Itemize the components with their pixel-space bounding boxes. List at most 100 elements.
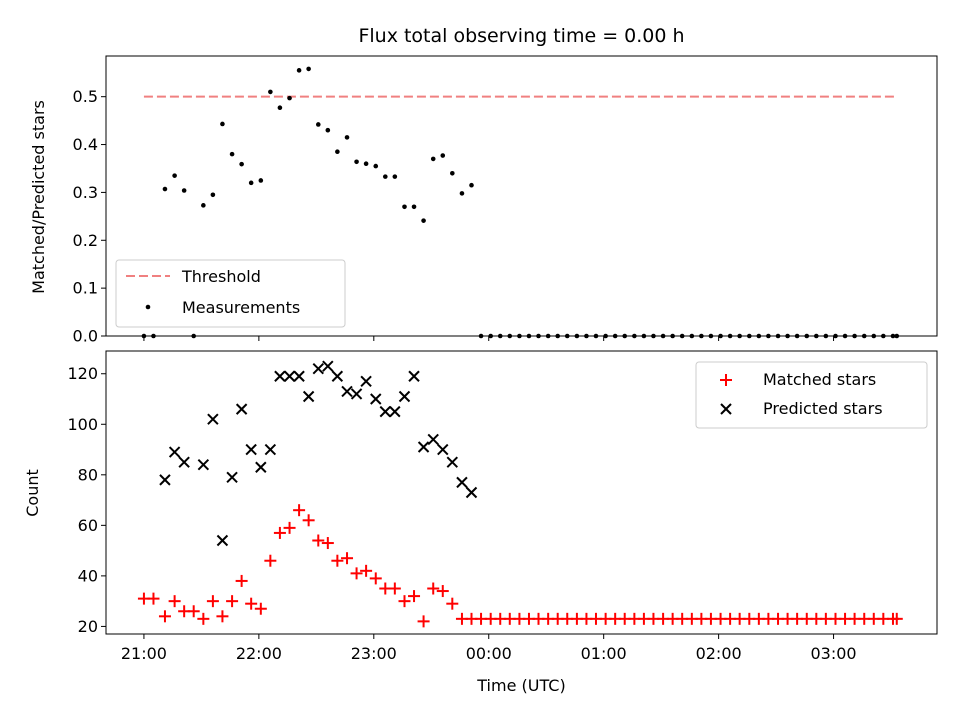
predicted-star-point bbox=[312, 362, 324, 375]
top-chart-title: Flux total observing time = 0.00 h bbox=[358, 25, 684, 47]
predicted-marker-b bbox=[207, 413, 219, 425]
predicted-star-point bbox=[159, 474, 171, 486]
matched-star-point bbox=[408, 590, 421, 603]
matched-star-point bbox=[293, 504, 306, 517]
top-y-tick-label: 0.0 bbox=[73, 327, 98, 346]
measurement-point bbox=[315, 122, 321, 127]
predicted-marker-b bbox=[360, 375, 372, 388]
bottom-x-tick-label: 23:00 bbox=[351, 644, 397, 663]
predicted-star-point bbox=[245, 443, 257, 456]
top-y-tick-label: 0.3 bbox=[73, 183, 98, 202]
matched-star-point bbox=[147, 592, 160, 605]
predicted-star-point bbox=[302, 390, 315, 403]
measurement-point bbox=[392, 174, 398, 179]
bottom-x-tick-label: 01:00 bbox=[581, 644, 627, 663]
predicted-marker-b bbox=[389, 405, 401, 418]
predicted-marker-b bbox=[408, 370, 420, 382]
measurement-point bbox=[459, 191, 465, 196]
bottom-legend-box bbox=[695, 361, 928, 429]
predicted-marker-b bbox=[235, 403, 248, 415]
predicted-star-point bbox=[408, 370, 420, 382]
measurement-point bbox=[287, 95, 292, 101]
measurements-legend-swatch bbox=[145, 304, 151, 310]
measurement-point bbox=[239, 161, 244, 167]
bottom-y-tick-label: 120 bbox=[67, 364, 98, 383]
predicted-marker-b bbox=[417, 441, 430, 453]
top-axes-frame bbox=[105, 55, 938, 337]
predicted-marker-b bbox=[370, 393, 382, 405]
measurement-point bbox=[210, 192, 216, 198]
bottom-x-tick-label: 22:00 bbox=[236, 644, 282, 663]
top-y-tick-label: 0.5 bbox=[73, 87, 98, 106]
measurement-point bbox=[373, 163, 379, 169]
predicted-marker-b bbox=[350, 388, 363, 400]
bottom-y-axis-label: Count bbox=[23, 469, 42, 517]
measurement-point bbox=[181, 188, 187, 193]
matched-star-point bbox=[216, 610, 229, 623]
measurement-point bbox=[201, 203, 206, 208]
matched-star-point bbox=[264, 554, 277, 567]
predicted-star-point bbox=[283, 370, 296, 382]
matched-star-point bbox=[341, 552, 354, 565]
predicted-marker-b bbox=[283, 370, 296, 382]
predicted-star-point bbox=[207, 413, 219, 425]
measurement-point bbox=[220, 121, 225, 127]
top-chart: Flux total observing time = 0.00 h 0.0 0.… bbox=[29, 25, 938, 346]
measurement-point bbox=[344, 135, 350, 140]
measurement-point bbox=[382, 174, 388, 179]
bottom-y-tick-label: 20 bbox=[78, 617, 98, 636]
matched-star-point bbox=[226, 595, 239, 608]
predicted-star-point bbox=[216, 534, 229, 547]
predicted-star-point bbox=[350, 388, 363, 400]
bottom-chart: 20 40 60 80 100 120 21:00 22:00 23:00 00:00 01:00 0… bbox=[23, 350, 938, 695]
predicted-marker-b bbox=[178, 456, 190, 468]
predicted-star-point bbox=[293, 370, 305, 382]
measurement-point bbox=[296, 68, 302, 73]
predicted-marker-b bbox=[465, 486, 478, 499]
predicted-star-point bbox=[331, 370, 344, 382]
matched-star-point bbox=[168, 595, 181, 608]
matched-star-point bbox=[187, 605, 200, 618]
matched-star-point bbox=[398, 595, 411, 608]
predicted-star-point bbox=[264, 443, 277, 456]
measurement-point bbox=[402, 204, 407, 210]
predicted-star-point bbox=[341, 385, 353, 398]
matched-star-point bbox=[254, 602, 267, 615]
bottom-x-tick-label: 02:00 bbox=[696, 644, 742, 663]
measurement-point bbox=[162, 186, 168, 192]
predicted-marker-b bbox=[302, 390, 315, 403]
bottom-data-layer bbox=[137, 360, 903, 628]
predicted-star-point bbox=[427, 433, 439, 446]
predicted-star-point bbox=[446, 456, 459, 468]
matched-star-point bbox=[245, 597, 258, 610]
measurement-point bbox=[421, 218, 426, 223]
matched-star-point bbox=[417, 615, 430, 628]
matched-star-point bbox=[890, 612, 903, 625]
predicted-marker-b bbox=[226, 471, 238, 484]
top-y-tick-label: 0.1 bbox=[73, 279, 98, 298]
bottom-plot-area: 20 40 60 80 100 120 21:00 22:00 23:00 00:00 01:00 0… bbox=[67, 350, 938, 663]
top-legend: Threshold Measurements bbox=[115, 259, 346, 328]
matched-star-point bbox=[446, 597, 459, 610]
predicted-marker-b bbox=[255, 461, 267, 473]
predicted-marker-b bbox=[159, 474, 171, 486]
predicted-star-point bbox=[274, 370, 286, 382]
matched-star-point bbox=[369, 572, 382, 585]
measurement-point bbox=[440, 153, 446, 158]
matched-legend-swatch bbox=[720, 374, 732, 386]
predicted-star-point bbox=[322, 360, 334, 372]
predicted-star-point bbox=[465, 486, 478, 499]
top-y-axis-label: Matched/Predicted stars bbox=[29, 100, 48, 294]
matched-star-point bbox=[331, 554, 344, 567]
measurement-point bbox=[277, 105, 283, 110]
predicted-star-point bbox=[379, 405, 392, 418]
matched-star-point bbox=[158, 610, 171, 623]
matched-star-point bbox=[206, 595, 219, 608]
predicted-marker-b bbox=[197, 458, 210, 471]
predicted-marker-b bbox=[312, 362, 324, 375]
bottom-legend: Matched stars Predicted stars bbox=[695, 361, 928, 429]
predicted-marker-b bbox=[168, 446, 181, 458]
measurement-point bbox=[306, 66, 311, 72]
measurement-point bbox=[335, 149, 340, 155]
